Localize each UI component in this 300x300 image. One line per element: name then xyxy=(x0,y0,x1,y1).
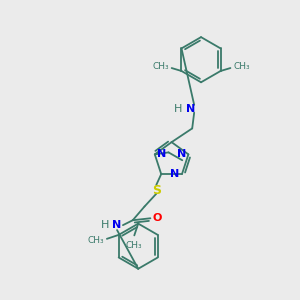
Text: N: N xyxy=(170,169,180,179)
Text: CH₃: CH₃ xyxy=(233,61,250,70)
Text: O: O xyxy=(153,213,162,223)
Text: H: H xyxy=(101,220,109,230)
Text: H: H xyxy=(174,104,182,114)
Text: S: S xyxy=(152,184,161,197)
Text: N: N xyxy=(177,149,186,159)
Text: CH₃: CH₃ xyxy=(152,61,169,70)
Text: N: N xyxy=(157,149,166,159)
Text: N: N xyxy=(112,220,122,230)
Text: CH₃: CH₃ xyxy=(87,236,104,245)
Text: CH₃: CH₃ xyxy=(126,241,142,250)
Text: N: N xyxy=(186,104,195,114)
